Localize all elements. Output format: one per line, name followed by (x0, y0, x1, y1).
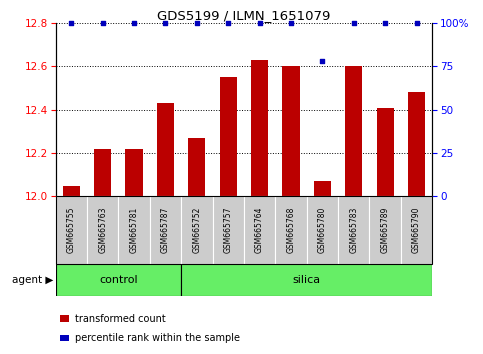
Bar (338, 196, 369, 264)
Bar (314, 181, 331, 196)
Point (68, 20, 75, 26)
Bar (213, 196, 244, 264)
Bar (251, 60, 268, 196)
Bar (275, 196, 307, 264)
Text: agent ▶: agent ▶ (12, 275, 53, 285)
Bar (63, 185, 80, 196)
Bar (307, 196, 338, 264)
Text: GSM665768: GSM665768 (286, 207, 296, 253)
Text: GSM665789: GSM665789 (381, 207, 390, 253)
Text: transformed count: transformed count (75, 314, 166, 324)
Bar (94, 149, 111, 196)
Bar (118, 196, 150, 264)
Point (224, 20, 232, 26)
Bar (181, 196, 213, 264)
Point (287, 20, 295, 26)
Text: GSM665790: GSM665790 (412, 207, 421, 253)
Text: GSM665757: GSM665757 (224, 207, 233, 253)
Bar (126, 149, 142, 196)
Text: GSM665763: GSM665763 (98, 207, 107, 253)
Bar (87, 196, 118, 264)
Bar (157, 103, 174, 196)
Bar (345, 67, 362, 196)
Text: GSM665783: GSM665783 (349, 207, 358, 253)
Point (161, 20, 170, 26)
Text: silica: silica (293, 275, 321, 285)
Bar (283, 67, 299, 196)
Title: GDS5199 / ILMN_1651079: GDS5199 / ILMN_1651079 (157, 9, 330, 22)
Bar (408, 92, 425, 196)
Bar (369, 196, 401, 264)
Bar (150, 196, 181, 264)
Bar (377, 108, 394, 196)
Text: GSM665787: GSM665787 (161, 207, 170, 253)
Point (382, 20, 389, 26)
Point (256, 20, 264, 26)
Bar (56, 264, 181, 296)
Point (412, 20, 420, 26)
Text: GSM665752: GSM665752 (192, 207, 201, 253)
Bar (56, 196, 87, 264)
Point (130, 20, 138, 26)
Text: GSM665781: GSM665781 (129, 207, 139, 253)
Point (350, 20, 357, 26)
Text: control: control (99, 275, 138, 285)
Bar (401, 196, 432, 264)
Point (193, 20, 201, 26)
Bar (220, 77, 237, 196)
Bar (181, 264, 432, 296)
Text: percentile rank within the sample: percentile rank within the sample (75, 333, 240, 343)
Text: GSM665764: GSM665764 (255, 207, 264, 253)
Text: GSM665755: GSM665755 (67, 207, 76, 253)
Bar (188, 138, 205, 196)
Point (99, 20, 107, 26)
Point (319, 58, 327, 64)
Text: GSM665780: GSM665780 (318, 207, 327, 253)
Bar (244, 196, 275, 264)
